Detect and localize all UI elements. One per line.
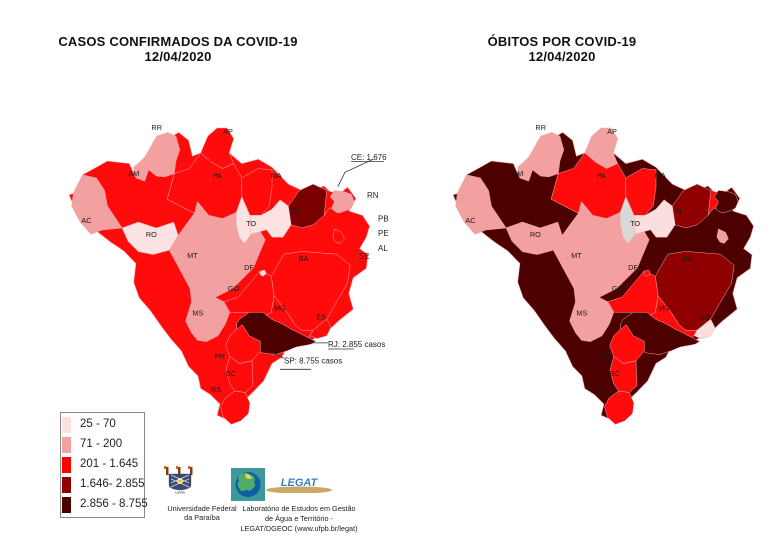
svg-text:MG: MG	[274, 303, 286, 312]
svg-text:SC: SC	[226, 369, 236, 378]
svg-text:AM: AM	[128, 169, 139, 178]
svg-text:AL: AL	[378, 244, 388, 253]
svg-text:TO: TO	[246, 219, 256, 228]
svg-text:PE: PE	[378, 229, 389, 238]
svg-text:PA: PA	[212, 171, 221, 180]
svg-text:SE: SE	[359, 252, 370, 261]
svg-text:MT: MT	[187, 251, 198, 260]
svg-text:MA: MA	[271, 171, 282, 180]
svg-text:RN: RN	[367, 191, 379, 200]
svg-text:RS: RS	[211, 385, 221, 394]
svg-text:PB: PB	[378, 215, 389, 224]
svg-text:DF: DF	[244, 263, 254, 272]
svg-text:ES: ES	[316, 313, 326, 322]
svg-text:MS: MS	[192, 308, 203, 317]
svg-text:AC: AC	[81, 216, 91, 225]
svg-text:RJ: 2.855 casos: RJ: 2.855 casos	[328, 340, 385, 349]
svg-text:PI: PI	[290, 207, 297, 216]
svg-text:CE: 1.676: CE: 1.676	[351, 153, 387, 162]
svg-text:SP: 8.755 casos: SP: 8.755 casos	[284, 357, 342, 366]
svg-text:PR: PR	[215, 352, 225, 361]
svg-text:RR: RR	[151, 123, 162, 132]
svg-text:RO: RO	[146, 230, 157, 239]
svg-text:BA: BA	[299, 254, 309, 263]
svg-text:AP: AP	[223, 127, 233, 136]
svg-text:GO: GO	[228, 284, 240, 293]
